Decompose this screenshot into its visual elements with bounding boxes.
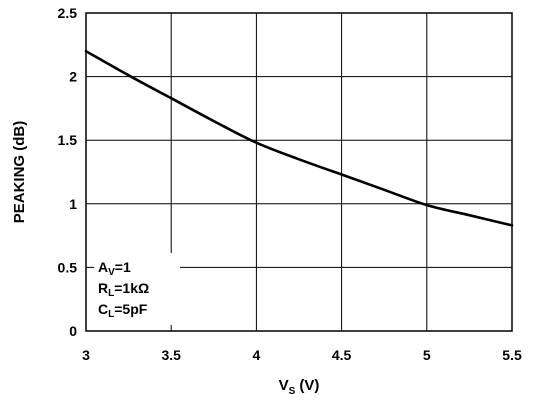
annotation-text: AV=1 RL=1kΩ CL=5pF	[98, 259, 149, 320]
y-axis-label: PEAKING (dB)	[11, 121, 28, 224]
x-tick-label: 4	[253, 347, 261, 363]
annotation-line-cl: CL=5pF	[98, 301, 148, 320]
y-tick-label: 1.5	[58, 132, 78, 148]
y-tick-label: 1	[69, 196, 77, 212]
annotation-box	[94, 253, 180, 325]
y-tick-label: 2.5	[58, 5, 78, 21]
x-tick-label: 3	[82, 347, 90, 363]
series-line	[84, 49, 514, 227]
x-tick-label: 5.5	[502, 347, 522, 363]
x-tick-label: 4.5	[332, 347, 352, 363]
y-tick-label: 0.5	[58, 259, 78, 275]
x-axis-label-main: V	[279, 377, 289, 394]
y-tick-label: 2	[69, 69, 77, 85]
x-tick-label: 3.5	[161, 347, 181, 363]
series-layer	[84, 49, 514, 227]
x-axis-label-unit: (V)	[295, 377, 319, 394]
plot-frame	[85, 12, 513, 332]
annotation-line-rl: RL=1kΩ	[98, 280, 149, 299]
x-axis-label: VS (V)	[279, 377, 320, 397]
y-tick-label: 0	[69, 323, 77, 339]
tick-labels: 3 3.5 4 4.5 5 5.5 0 0.5 1 1.5 2 2.5	[58, 5, 522, 363]
annotation-line-av: AV=1	[98, 259, 131, 278]
x-axis-label-sub: S	[289, 386, 296, 397]
x-tick-label: 5	[423, 347, 431, 363]
